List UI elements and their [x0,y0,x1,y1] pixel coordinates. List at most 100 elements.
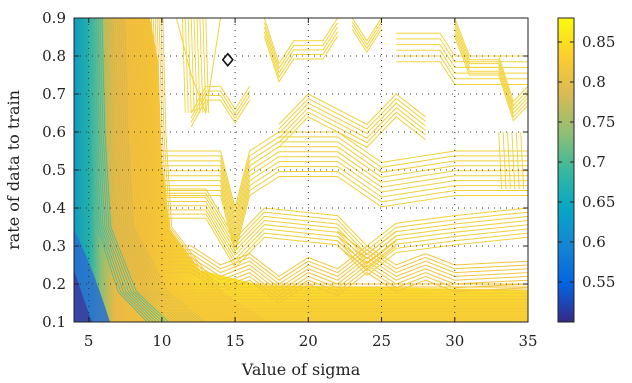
contour-line [111,18,185,322]
contour-line [187,18,192,114]
y-tick-label: 0.1 [42,313,66,331]
colorbar-tick-label: 0.85 [582,33,615,51]
contour-line [520,131,525,190]
contour-line [99,18,166,322]
contour-line [278,97,426,130]
contour-line [263,18,339,65]
contour-line [337,235,397,260]
contour-line [161,196,528,256]
x-tick-label: 5 [84,332,94,350]
contour-line [278,111,426,144]
contour-line [190,95,251,123]
optimum-marker-diamond [221,52,234,68]
contour-line [193,18,198,114]
colorbar-tick-label: 0.65 [582,193,615,211]
x-tick-label: 35 [518,332,537,350]
contour-line [454,18,528,103]
contour-line [161,156,528,233]
contour-line [161,205,528,264]
contour-line [107,18,179,322]
contour-line [161,161,528,238]
y-tick-label: 0.3 [42,237,66,255]
colorbar-tick-label: 0.7 [582,153,606,171]
contour-fill [74,18,528,322]
x-tick-label: 15 [226,332,245,350]
contour-line [263,35,339,83]
contour-line [337,230,397,255]
contour-line [161,171,528,248]
contour-line [454,36,528,122]
contour-line [507,131,511,190]
colorbar-tick-label: 0.75 [582,113,615,131]
contour-line [105,18,176,322]
colorbar: 0.55 0.6 0.65 0.7 0.75 0.8 0.85 [557,17,615,323]
contour-line [337,245,397,270]
contour-line [454,25,528,111]
x-tick-label: 20 [299,332,318,350]
contour-line [161,213,528,272]
contour-line [351,29,382,54]
contour-lines [88,18,528,322]
contour-line [351,25,382,50]
contour-line [498,131,503,190]
contour-line [181,18,186,114]
contour-line [161,268,528,300]
contour-line [88,18,148,322]
contour-line [161,249,528,281]
contour-line [351,18,382,42]
contour-line [396,49,528,74]
contour-line [515,131,520,190]
y-tick-label: 0.2 [42,275,66,293]
contour-line [161,201,528,260]
contour-line [396,38,528,63]
contour-line [454,33,528,118]
contour-line [454,21,528,107]
y-axis-title: rate of data to train [4,90,23,250]
low-accuracy-corner-2 [74,270,92,322]
contour-line [190,99,251,127]
contour-line [161,136,528,214]
contour-line [109,18,182,322]
contour-line [101,18,170,322]
plot-area: 5 10 15 20 25 30 35 0.10.20.30.40.50.60.70.80.… [42,9,537,350]
contour-line [92,18,154,322]
y-axis: 0.1 0.2 0.3 0.4 0.5 0.6 0.7 0.8 0.9 [42,9,528,331]
contour-line [278,102,426,135]
contour-line [454,29,528,114]
contour-line [263,22,339,70]
contour-line [502,131,507,190]
contour-line [337,240,397,265]
y-tick-label: 0.4 [42,199,66,217]
colorbar-tick-label: 0.55 [582,273,615,291]
contour-line [351,21,382,46]
contour-line [263,26,339,74]
contour-line [190,85,251,114]
x-axis-title: Value of sigma [241,360,361,379]
contour-line [97,18,163,322]
x-tick-label: 30 [445,332,464,350]
contour-line [278,116,426,148]
y-tick-label: 0.9 [42,9,66,27]
contour-line [161,256,528,289]
contour-line [161,176,528,253]
contour-line [184,18,189,114]
colorbar-ticks: 0.55 0.6 0.65 0.7 0.75 0.8 0.85 [558,33,615,291]
contour-line [263,31,339,79]
contour-line [161,151,528,228]
y-tick-label: 0.7 [42,85,66,103]
contour-line [161,260,528,293]
grid-lines [74,18,528,322]
contour-line [161,252,528,285]
contour-line [190,18,195,114]
contour-line [176,18,221,115]
contour-line [103,18,173,322]
x-axis: 5 10 15 20 25 30 35 [84,18,538,350]
contour-line [396,61,528,85]
contour-line [94,18,157,322]
contour-line [161,192,528,251]
contour-line [161,166,528,243]
y-tick-label: 0.5 [42,161,66,179]
colorbar-tick-label: 0.6 [582,233,606,251]
contour-line [161,264,528,297]
